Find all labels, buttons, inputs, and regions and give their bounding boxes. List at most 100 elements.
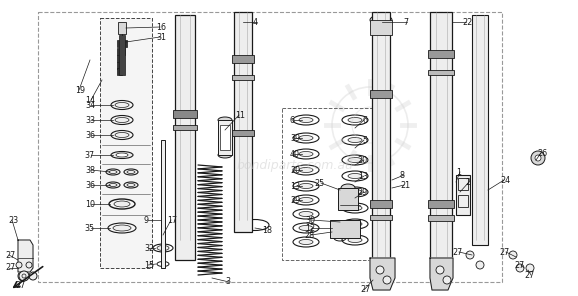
Ellipse shape: [348, 189, 362, 194]
Ellipse shape: [115, 102, 129, 107]
Text: 17: 17: [167, 215, 177, 224]
Bar: [428, 200, 454, 208]
Text: 27: 27: [500, 247, 510, 257]
Text: 31: 31: [156, 33, 166, 41]
Bar: [428, 70, 454, 75]
Circle shape: [26, 262, 32, 268]
Text: 2: 2: [465, 178, 470, 186]
Bar: [117, 55, 124, 62]
Text: 35: 35: [85, 223, 95, 232]
Text: 1: 1: [456, 168, 461, 176]
Circle shape: [16, 262, 22, 268]
Text: 36: 36: [85, 131, 95, 139]
Ellipse shape: [341, 184, 355, 192]
Text: 12: 12: [305, 223, 315, 232]
Ellipse shape: [115, 118, 129, 123]
Text: 26: 26: [537, 149, 547, 157]
Text: 20: 20: [290, 165, 300, 175]
Text: 40: 40: [290, 149, 300, 158]
Ellipse shape: [299, 136, 313, 141]
Bar: [117, 48, 125, 55]
Text: 24: 24: [500, 176, 510, 184]
Ellipse shape: [299, 152, 313, 157]
Ellipse shape: [299, 184, 313, 189]
Text: 37: 37: [85, 150, 95, 160]
Ellipse shape: [348, 138, 362, 142]
Bar: [38, 12, 502, 282]
Circle shape: [526, 264, 534, 272]
Bar: [117, 62, 123, 69]
Ellipse shape: [299, 118, 313, 123]
Ellipse shape: [218, 117, 232, 123]
Text: 19: 19: [75, 86, 85, 94]
Bar: [173, 110, 197, 118]
Ellipse shape: [157, 245, 169, 250]
Text: 38: 38: [85, 165, 95, 175]
Ellipse shape: [109, 170, 117, 173]
Bar: [428, 50, 454, 58]
Ellipse shape: [348, 157, 362, 163]
Text: 7: 7: [403, 17, 408, 27]
Circle shape: [531, 151, 545, 165]
Bar: [232, 55, 254, 63]
Bar: [175, 15, 195, 260]
Text: 4: 4: [253, 17, 258, 27]
Text: 20: 20: [358, 155, 368, 165]
Bar: [456, 175, 470, 215]
Circle shape: [18, 271, 28, 281]
Text: 6: 6: [290, 115, 295, 125]
Text: bondiparts.com.au: bondiparts.com.au: [236, 158, 353, 171]
Ellipse shape: [218, 152, 232, 158]
Text: 8: 8: [400, 170, 405, 179]
Text: 29: 29: [358, 187, 368, 197]
Text: 9: 9: [144, 215, 149, 224]
Ellipse shape: [299, 168, 313, 173]
Bar: [430, 12, 452, 267]
Ellipse shape: [348, 221, 362, 226]
Ellipse shape: [348, 173, 362, 178]
Ellipse shape: [113, 225, 131, 231]
Circle shape: [22, 274, 26, 278]
Circle shape: [376, 266, 384, 274]
Text: 27: 27: [360, 286, 370, 295]
Ellipse shape: [348, 237, 362, 242]
Bar: [232, 75, 254, 80]
Ellipse shape: [115, 133, 129, 138]
Text: 33: 33: [85, 115, 95, 125]
Text: 18: 18: [262, 226, 272, 234]
Ellipse shape: [370, 15, 392, 25]
Text: 21: 21: [400, 181, 410, 189]
Text: 22: 22: [462, 17, 472, 27]
Ellipse shape: [116, 153, 128, 157]
Text: 15: 15: [144, 260, 154, 269]
Text: 29: 29: [290, 195, 300, 205]
Text: 13: 13: [290, 181, 300, 191]
Bar: [173, 125, 197, 130]
Text: 30: 30: [305, 215, 315, 224]
Text: 16: 16: [156, 22, 166, 31]
Ellipse shape: [114, 201, 130, 207]
Ellipse shape: [111, 152, 133, 158]
Ellipse shape: [127, 170, 135, 173]
Text: 27: 27: [5, 250, 15, 260]
Polygon shape: [18, 240, 33, 272]
Circle shape: [19, 271, 29, 281]
Bar: [234, 12, 252, 232]
Bar: [117, 40, 127, 47]
Text: 13: 13: [358, 171, 368, 181]
Circle shape: [436, 266, 444, 274]
Circle shape: [29, 272, 37, 280]
Circle shape: [443, 276, 451, 284]
Polygon shape: [370, 258, 395, 290]
Text: 27: 27: [453, 247, 463, 257]
Text: 14: 14: [85, 96, 95, 104]
Bar: [232, 130, 254, 136]
Bar: [372, 12, 390, 272]
Polygon shape: [430, 258, 453, 290]
Text: 23: 23: [8, 215, 18, 224]
Bar: [370, 20, 392, 35]
Bar: [282, 108, 382, 260]
Ellipse shape: [127, 184, 135, 186]
Bar: [117, 68, 122, 75]
Bar: [370, 200, 392, 208]
